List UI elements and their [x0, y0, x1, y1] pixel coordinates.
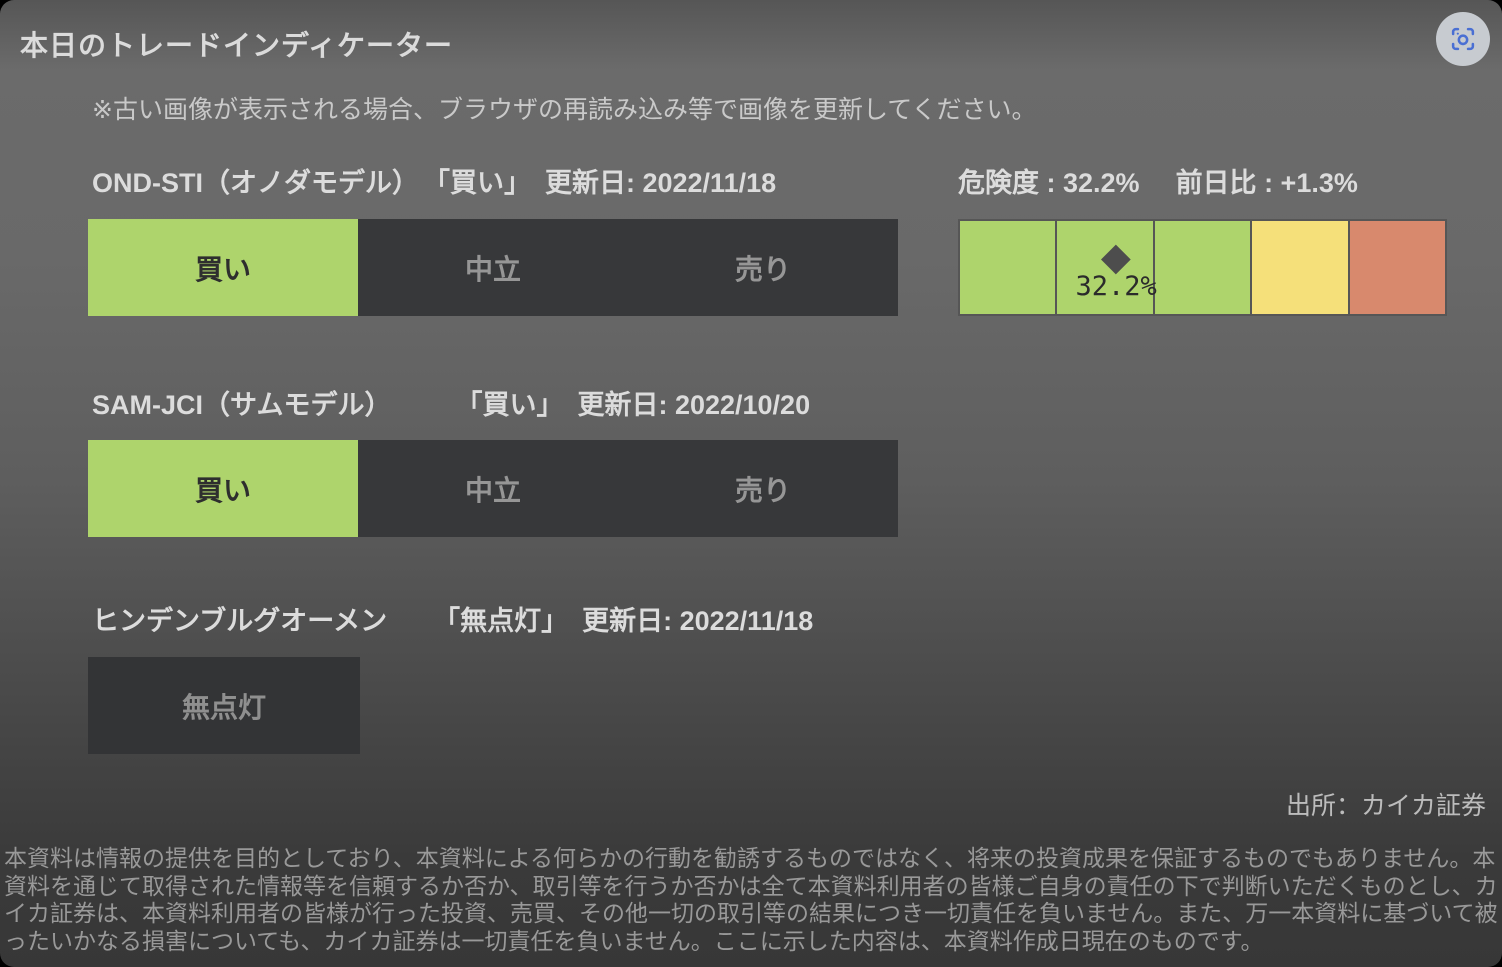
signal-cell-sell: 売り [628, 219, 898, 316]
risk-change-label: 前日比 : +1.3% [1175, 168, 1358, 198]
indicator-hindenburg-heading: ヒンデンブルグオーメン 「無点灯」 更新日: 2022/11/18 [92, 599, 813, 638]
indicator-updated-date: 更新日: 2022/11/18 [582, 606, 814, 636]
indicator-sam-jci-heading: SAM-JCI（サムモデル） 「買い」 更新日: 2022/10/20 [92, 383, 810, 422]
signal-cell-sell: 売り [628, 440, 898, 537]
page-title: 本日のトレードインディケーター [20, 30, 454, 61]
screenshot-capture-icon [1447, 23, 1479, 55]
gauge-segment-1 [960, 221, 1056, 314]
marker-diamond-icon [1101, 244, 1132, 275]
indicator-name: ヒンデンブルグオーメン [92, 606, 388, 636]
risk-gauge-marker: 32.2% [1075, 244, 1157, 302]
gauge-segment-3 [1152, 221, 1251, 314]
signal-cell-neutral: 中立 [358, 219, 628, 316]
hindenburg-status-box: 無点灯 [88, 657, 360, 754]
indicator-name: SAM-JCI（サムモデル） [92, 390, 392, 420]
screenshot-button[interactable] [1436, 12, 1490, 66]
indicator-ond-sti-heading: OND-STI（オノダモデル） 「買い」 更新日: 2022/11/18 [92, 161, 776, 200]
source-attribution: 出所：カイカ証券 [1285, 792, 1486, 820]
indicator-signal: 「無点灯」 [433, 606, 569, 636]
risk-gauge-header: 危険度 : 32.2% 前日比 : +1.3% [958, 161, 1358, 200]
gauge-segment-2 [1055, 221, 1153, 314]
gauge-segment-5 [1347, 221, 1446, 314]
indicator-ond-sti-signal-bar: 買い 中立 売り [88, 219, 898, 316]
disclaimer-text: 本資料は情報の提供を目的としており、本資料による何らかの行動を勧誘するものではな… [4, 845, 1498, 954]
indicator-sam-jci-signal-bar: 買い 中立 売り [88, 440, 898, 537]
gauge-segment-4 [1250, 221, 1348, 314]
indicator-signal: 「買い」 [423, 168, 531, 198]
risk-level-label: 危険度 : 32.2% [958, 168, 1140, 198]
marker-value-label: 32.2% [1075, 271, 1157, 302]
indicator-updated-date: 更新日: 2022/11/18 [545, 168, 777, 198]
signal-cell-neutral: 中立 [358, 440, 628, 537]
risk-gauge: 32.2% [958, 219, 1447, 316]
indicator-updated-date: 更新日: 2022/10/20 [577, 390, 811, 420]
indicator-name: OND-STI（オノダモデル） [92, 168, 419, 198]
indicator-signal: 「買い」 [455, 390, 564, 420]
signal-cell-buy: 買い [88, 440, 358, 537]
refresh-note: ※古い画像が表示される場合、ブラウザの再読み込み等で画像を更新してください。 [92, 96, 1037, 124]
signal-cell-buy: 買い [88, 219, 358, 316]
